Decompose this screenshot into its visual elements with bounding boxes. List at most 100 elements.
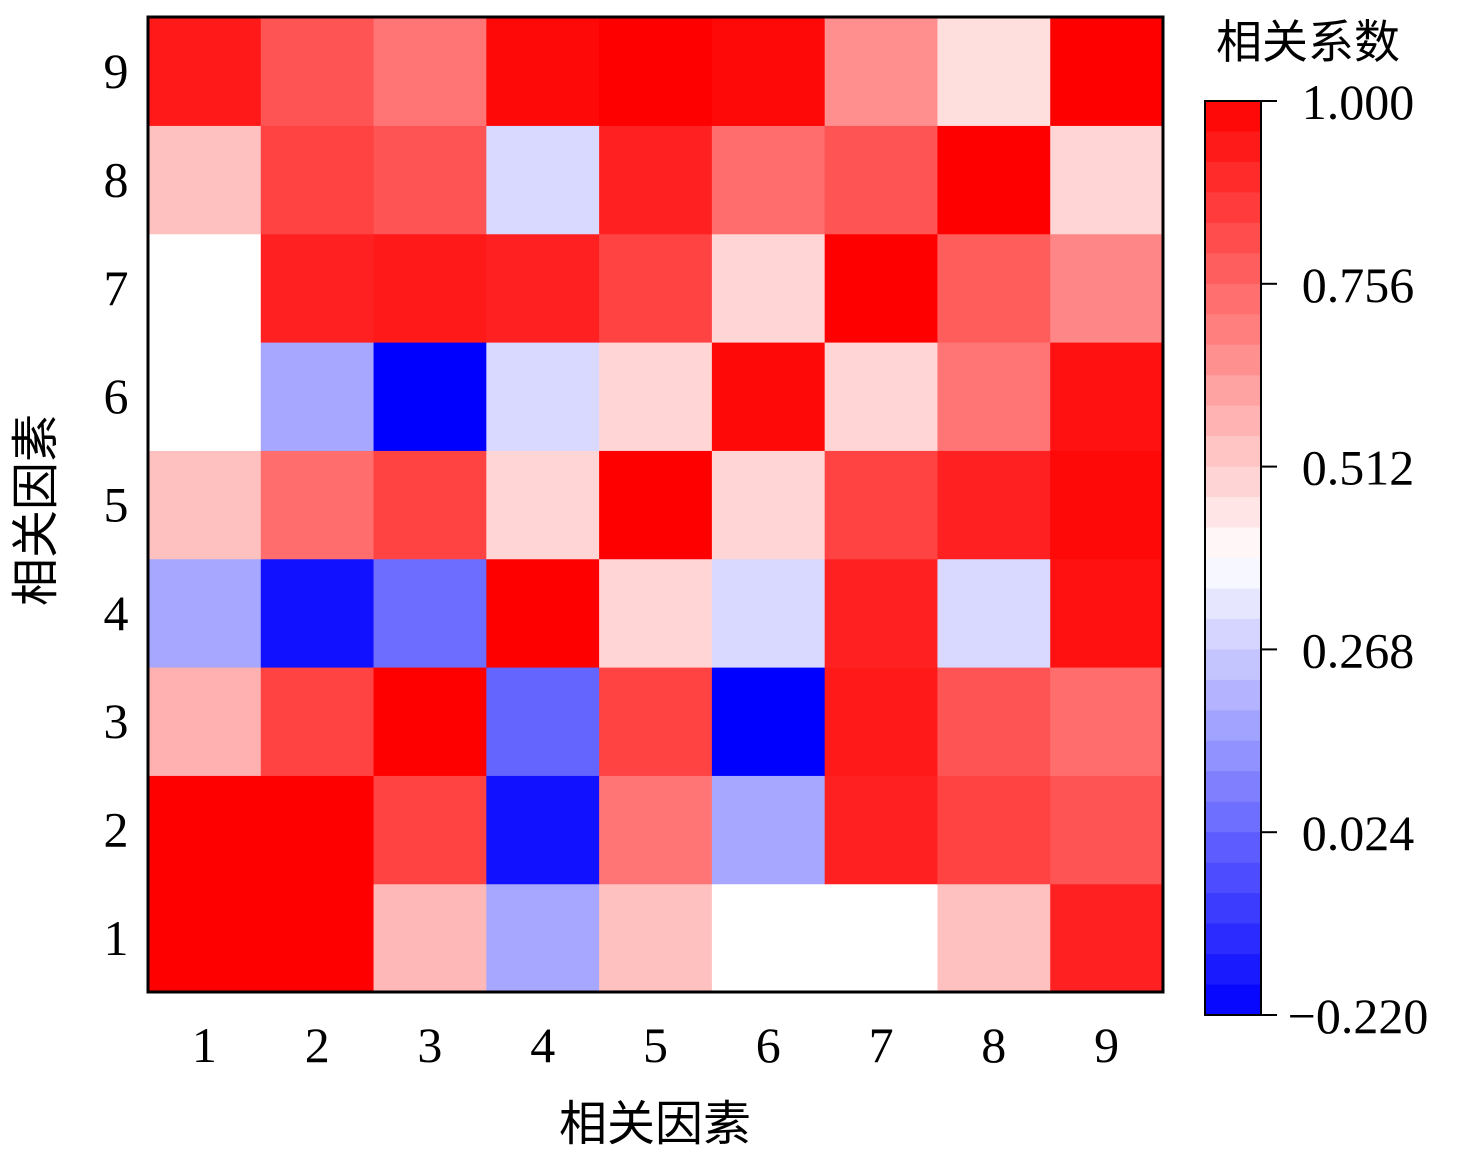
heatmap-cell-r8-c5 — [599, 125, 713, 235]
heatmap-cell-r3-c6 — [711, 667, 826, 776]
y-axis-title: 相关因素 — [8, 414, 64, 606]
heatmap-cell-r6-c4 — [486, 342, 600, 451]
x-axis-title: 相关因素 — [559, 1096, 751, 1152]
colorbar-band — [1205, 862, 1261, 894]
colorbar-band — [1205, 771, 1261, 803]
colorbar-title: 相关系数 — [1216, 15, 1400, 69]
colorbar-band — [1205, 344, 1261, 376]
heatmap-cell-r4-c2 — [260, 558, 375, 668]
colorbar-band — [1205, 222, 1261, 254]
heatmap-cell-r7-c6 — [711, 233, 826, 343]
colorbar-tick-label: 1.000 — [1302, 74, 1415, 130]
heatmap-cell-r5-c5 — [599, 450, 713, 560]
heatmap-cell-r5-c6 — [711, 450, 826, 560]
colorbar-tick-label: 0.756 — [1302, 257, 1415, 313]
heatmap-cell-r7-c9 — [1050, 233, 1164, 343]
heatmap-cell-r2-c1 — [148, 775, 262, 885]
heatmap-cell-r1-c2 — [260, 883, 375, 993]
colorbar-band — [1205, 558, 1261, 590]
heatmap-cell-r7-c4 — [486, 233, 600, 343]
heatmap-cell-r4-c6 — [711, 558, 826, 668]
heatmap-cell-r5-c2 — [260, 450, 375, 560]
heatmap-cell-r4-c5 — [599, 558, 713, 668]
heatmap-cell-r4-c3 — [373, 558, 487, 668]
heatmap-cell-r7-c1 — [148, 233, 262, 343]
y-tick-label: 4 — [104, 585, 129, 641]
colorbar-band — [1205, 832, 1261, 864]
heatmap-cell-r3-c9 — [1050, 667, 1164, 776]
y-tick-label: 8 — [104, 152, 129, 208]
heatmap-cell-r9-c2 — [260, 17, 375, 126]
heatmap-cell-r7-c2 — [260, 233, 375, 343]
plot-border — [146, 15, 1165, 994]
heatmap-cell-r3-c4 — [486, 667, 600, 776]
x-tick-label: 1 — [192, 1017, 217, 1073]
colorbar-band — [1205, 893, 1261, 925]
colorbar-band — [1205, 436, 1261, 468]
heatmap-cell-r5-c3 — [373, 450, 487, 560]
heatmap-cell-r8-c8 — [937, 125, 1051, 235]
heatmap-cell-r6-c1 — [148, 342, 262, 451]
colorbar-band — [1205, 466, 1261, 498]
heatmap-cell-r2-c6 — [711, 775, 826, 885]
heatmap-cell-r9-c6 — [711, 17, 826, 126]
heatmap-cell-r6-c3 — [373, 342, 487, 451]
heatmap-cell-r2-c3 — [373, 775, 487, 885]
y-tick-label: 9 — [104, 43, 129, 99]
heatmap-cell-r2-c2 — [260, 775, 375, 885]
heatmap-cells — [148, 17, 1164, 993]
heatmap-cell-r2-c7 — [824, 775, 939, 885]
colorbar-tick-label: 0.024 — [1302, 805, 1415, 861]
heatmap-cell-r5-c8 — [937, 450, 1051, 560]
heatmap-cell-r2-c9 — [1050, 775, 1164, 885]
heatmap-cell-r9-c8 — [937, 17, 1051, 126]
colorbar-band — [1205, 375, 1261, 407]
x-tick-label: 7 — [869, 1017, 894, 1073]
x-tick-labels: 1 2 3 4 5 6 7 8 9 — [192, 1017, 1119, 1073]
heatmap-cell-r2-c8 — [937, 775, 1051, 885]
heatmap-cell-r7-c8 — [937, 233, 1051, 343]
heatmap-cell-r9-c1 — [148, 17, 262, 126]
heatmap-cell-r9-c9 — [1050, 17, 1164, 126]
heatmap-cell-r3-c2 — [260, 667, 375, 776]
heatmap-cell-r1-c5 — [599, 883, 713, 993]
colorbar-band — [1205, 649, 1261, 681]
heatmap-cell-r3-c8 — [937, 667, 1051, 776]
colorbar-band — [1205, 588, 1261, 620]
heatmap-cell-r5-c1 — [148, 450, 262, 560]
heatmap-cell-r7-c7 — [824, 233, 939, 343]
heatmap-cell-r7-c5 — [599, 233, 713, 343]
colorbar-band — [1205, 679, 1261, 711]
heatmap-cell-r3-c1 — [148, 667, 262, 776]
heatmap-cell-r1-c4 — [486, 883, 600, 993]
colorbar-border — [1204, 100, 1262, 1016]
heatmap-cell-r6-c6 — [711, 342, 826, 451]
heatmap-cell-r2-c4 — [486, 775, 600, 885]
colorbar-band — [1205, 497, 1261, 529]
y-tick-label: 1 — [104, 910, 129, 966]
heatmap-cell-r9-c4 — [486, 17, 600, 126]
heatmap-cell-r6-c8 — [937, 342, 1051, 451]
heatmap-cell-r8-c6 — [711, 125, 826, 235]
y-tick-label: 2 — [104, 802, 129, 858]
heatmap-cell-r9-c7 — [824, 17, 939, 126]
heatmap-cell-r6-c7 — [824, 342, 939, 451]
x-tick-label: 5 — [643, 1017, 668, 1073]
heatmap-cell-r4-c7 — [824, 558, 939, 668]
x-tick-label: 4 — [530, 1017, 555, 1073]
y-tick-label: 7 — [104, 260, 129, 316]
heatmap-cell-r9-c5 — [599, 17, 713, 126]
heatmap-cell-r2-c5 — [599, 775, 713, 885]
heatmap-cell-r6-c2 — [260, 342, 375, 451]
heatmap-cell-r9-c3 — [373, 17, 487, 126]
y-tick-label: 5 — [104, 477, 129, 533]
colorbar-band — [1205, 131, 1261, 163]
colorbar-band — [1205, 710, 1261, 742]
heatmap-cell-r5-c7 — [824, 450, 939, 560]
colorbar-band — [1205, 283, 1261, 315]
heatmap-cell-r5-c4 — [486, 450, 600, 560]
colorbar-band — [1205, 740, 1261, 772]
colorbar-band — [1205, 801, 1261, 833]
colorbar-band — [1205, 101, 1261, 133]
